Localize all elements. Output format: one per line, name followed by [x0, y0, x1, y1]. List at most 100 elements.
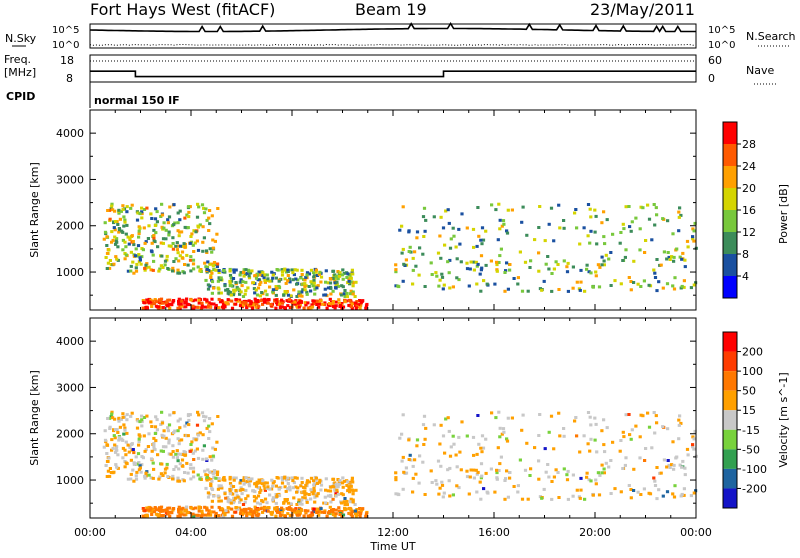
velocity-cell: [578, 450, 582, 454]
power-cell: [243, 292, 247, 296]
power-cell: [152, 259, 156, 263]
velocity-cell: [189, 463, 193, 467]
power-cell: [562, 259, 566, 263]
colorbar-segment: [723, 332, 737, 352]
velocity-cell: [562, 427, 566, 430]
beam-label: Beam 19: [355, 0, 427, 19]
velocity-cell: [229, 484, 233, 488]
velocity-cell: [118, 436, 122, 440]
power-cell: [600, 221, 604, 225]
colorbar-segment: [723, 449, 737, 469]
power-cell: [138, 226, 142, 230]
power-cell: [341, 273, 345, 277]
velocity-cell: [290, 509, 294, 513]
power-cell: [210, 280, 215, 284]
power-cell: [284, 281, 288, 285]
power-cell: [636, 282, 640, 286]
velocity-cell: [145, 414, 149, 418]
power-cell: [231, 277, 236, 280]
cpid-panel: CPID normal 150 IF: [6, 82, 180, 108]
power-cell: [157, 269, 161, 273]
velocity-cell: [498, 426, 502, 430]
power-cell: [672, 255, 676, 259]
velocity-cell: [300, 498, 304, 502]
velocity-cell: [550, 480, 554, 483]
power-cell: [216, 262, 220, 266]
power-cell: [364, 306, 368, 310]
velocity-cell: [110, 448, 114, 452]
velocity-cell: [154, 415, 158, 419]
power-cell: [408, 245, 412, 249]
power-cell: [297, 290, 301, 294]
power-cell: [119, 209, 123, 213]
power-cell: [349, 280, 353, 284]
power-cell: [319, 275, 324, 279]
power-cell: [176, 229, 180, 233]
power-cell: [334, 283, 338, 287]
velocity-cell: [331, 509, 335, 513]
velocity-cell: [666, 459, 670, 462]
power-cell: [537, 269, 541, 273]
power-cell: [238, 304, 243, 308]
power-cell: [347, 277, 351, 281]
power-cell: [324, 280, 328, 284]
power-cell: [128, 236, 132, 240]
velocity-cell: [140, 463, 144, 467]
power-cell: [189, 235, 193, 238]
velocity-cell: [472, 453, 476, 457]
power-cell: [299, 276, 303, 280]
velocity-cell: [448, 454, 453, 458]
velocity-cell: [520, 497, 525, 501]
velocity-cell: [329, 494, 333, 498]
velocity-cell: [484, 437, 488, 441]
power-cell: [182, 305, 186, 309]
velocity-cell: [479, 476, 483, 480]
velocity-cell: [171, 477, 175, 481]
power-cell: [303, 278, 307, 282]
power-cell: [193, 298, 198, 302]
velocity-cell: [650, 446, 654, 450]
power-cell: [312, 299, 316, 303]
velocity-cell: [247, 477, 251, 481]
power-cell: [111, 208, 115, 212]
power-cell: [482, 279, 486, 283]
colorbar-tick-label: 28: [742, 138, 756, 151]
colorbar-segment: [723, 122, 737, 144]
power-cell: [178, 209, 182, 213]
power-cell: [471, 227, 476, 231]
velocity-cell: [340, 501, 344, 505]
power-cell: [166, 267, 170, 270]
power-cell: [639, 285, 643, 288]
velocity-cell: [290, 476, 294, 480]
velocity-cell: [312, 507, 316, 511]
velocity-cell: [315, 482, 320, 485]
velocity-cell: [629, 496, 633, 500]
power-cell: [448, 286, 452, 290]
velocity-cell: [299, 508, 303, 512]
power-cell: [191, 304, 195, 308]
power-cell: [203, 305, 207, 309]
velocity-cell: [112, 429, 116, 433]
colorbar-segment: [723, 390, 737, 411]
power-cell: [340, 284, 344, 288]
power-cell: [484, 229, 488, 233]
velocity-cell: [305, 500, 309, 504]
velocity-cell: [143, 476, 147, 480]
power-cell: [274, 293, 278, 297]
power-cell: [476, 262, 480, 266]
velocity-cell: [477, 442, 481, 446]
velocity-cell: [398, 436, 402, 440]
power-cell: [500, 224, 504, 228]
power-cell: [575, 226, 579, 230]
colorbar-tick-label: -200: [742, 482, 767, 495]
velocity-cell: [192, 458, 196, 461]
power-cell: [611, 232, 615, 236]
velocity-cell: [411, 476, 415, 480]
power-cell: [232, 291, 236, 295]
velocity-cell: [216, 494, 220, 498]
velocity-cell: [603, 450, 607, 454]
power-cell: [198, 223, 202, 227]
velocity-cell: [683, 473, 687, 477]
power-cell: [480, 226, 485, 230]
